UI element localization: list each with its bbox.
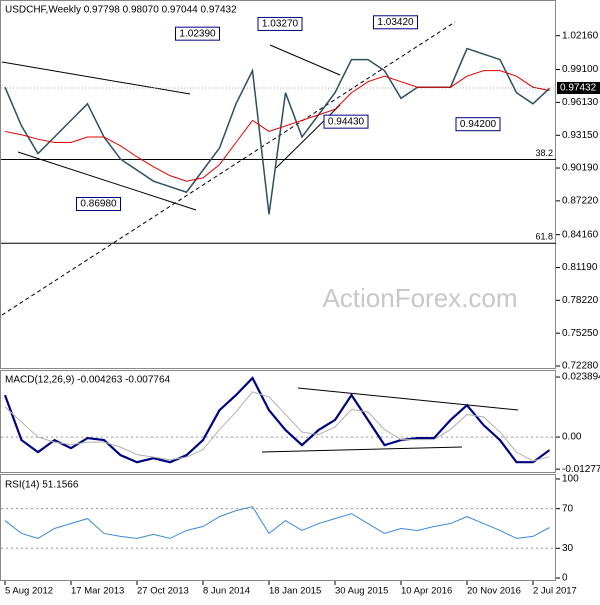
last-price-box: [557, 81, 600, 94]
x-tick-label: 8 Jun 2014: [203, 586, 250, 597]
annotation-box: [257, 16, 303, 31]
annotation-label: 0.86980: [80, 199, 117, 210]
macd-panel: [0, 370, 556, 473]
y-tick-label: -0.012772: [562, 464, 600, 475]
watermark: ActionForex.com: [322, 283, 517, 313]
fib-label: 61.8: [535, 232, 553, 242]
y-tick-label: 0.84160: [562, 229, 599, 240]
y-tick-label: 0.93150: [562, 130, 599, 141]
x-tick-label: 10 Apr 2016: [401, 586, 452, 597]
annotation-box: [175, 26, 220, 41]
y-tick-label: 30: [562, 543, 574, 554]
series-line: [4, 506, 550, 539]
annotation-label: 1.02390: [179, 28, 216, 39]
annotation-box: [323, 114, 369, 129]
series-line: [4, 391, 550, 462]
trend-line: [1, 61, 191, 95]
annotation-label: 0.94430: [328, 116, 365, 127]
fib-label: 38.2: [535, 148, 553, 158]
x-tick-label: 5 Aug 2012: [5, 586, 53, 597]
x-tick-label: 17 Mar 2013: [71, 586, 124, 597]
annotation-label: 1.03420: [377, 17, 414, 28]
series-line: [4, 70, 550, 182]
annotation-box: [76, 197, 121, 212]
trend-line: [269, 44, 341, 76]
annotation-label: 1.03270: [262, 19, 299, 30]
y-tick-label: 0.75250: [562, 328, 599, 339]
y-tick-label: 100: [562, 474, 579, 485]
y-tick-label: 0.00: [562, 432, 582, 443]
chart-title: USDCHF,Weekly 0.97798 0.98070 0.97044 0.…: [5, 5, 237, 16]
trend-line: [17, 151, 197, 211]
trend-line: [1, 21, 456, 316]
x-tick-label: 18 Jan 2015: [269, 586, 321, 597]
annotation-box: [455, 117, 501, 132]
price-panel: [0, 0, 556, 369]
y-tick-label: 0.81190: [562, 262, 598, 273]
series-line: [4, 47, 551, 215]
trend-line: [297, 387, 519, 411]
y-tick-label: 0.023894: [562, 372, 600, 383]
trend-lines: [1, 21, 519, 453]
annotation-label: 0.94200: [460, 119, 497, 130]
y-tick-label: 0.87220: [562, 196, 599, 207]
macd-title: MACD(12,26,9) -0.004263 -0.007764: [5, 375, 171, 386]
y-tick-label: 0.99100: [562, 64, 599, 75]
annotation-box: [373, 15, 418, 30]
x-tick-label: 27 Oct 2013: [137, 586, 189, 597]
y-tick-label: 0.72280: [562, 361, 599, 372]
y-tick-label: 0.90190: [562, 163, 599, 174]
rsi-title: RSI(14) 51.1566: [5, 480, 79, 491]
trend-line: [261, 446, 463, 453]
x-tick-label: 20 Nov 2016: [467, 586, 521, 597]
rsi-panel: [0, 474, 556, 581]
x-tick-label: 2 Jul 2017: [533, 586, 577, 597]
y-tick-label: 70: [562, 503, 574, 514]
y-tick-label: 0: [562, 573, 568, 584]
y-tick-label: 1.02160: [562, 30, 599, 41]
last-price-label: 0.97432: [560, 83, 597, 94]
y-tick-label: 0.78220: [562, 295, 599, 306]
series-line: [3, 376, 551, 464]
x-tick-label: 30 Aug 2015: [335, 586, 388, 597]
y-tick-label: 0.96130: [562, 97, 599, 108]
